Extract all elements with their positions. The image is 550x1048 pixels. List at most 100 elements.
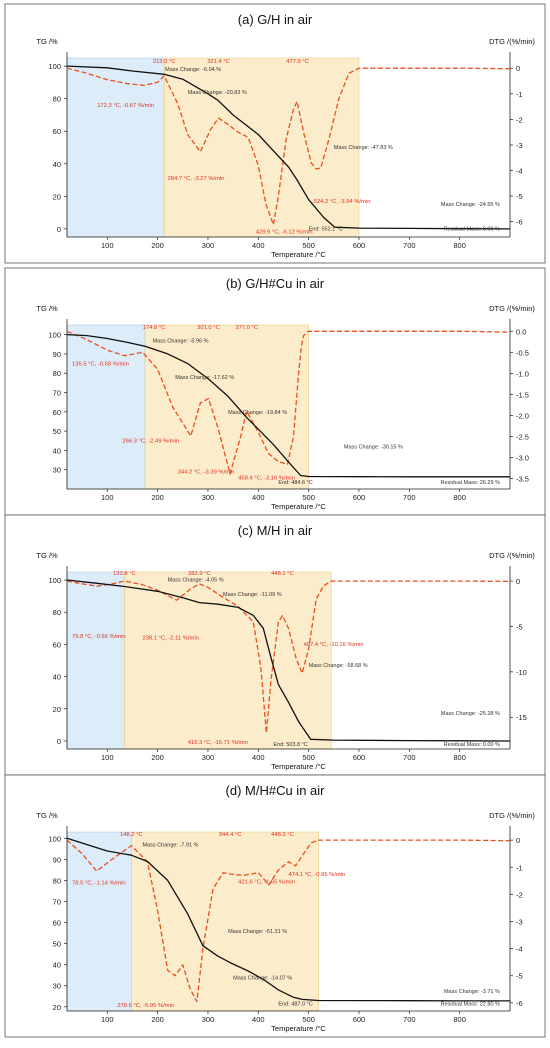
y2-tick-label: -4	[516, 945, 523, 954]
mass-change-annotation: End: 487.0 °C	[278, 1002, 312, 1008]
peak-annotation: 344.2 °C, -3.39 %/min	[178, 470, 235, 476]
y2-tick-label: -2	[516, 890, 523, 899]
peak-annotation: 301.0 °C	[197, 325, 220, 331]
x-tick-label: 500	[302, 493, 315, 502]
x-tick-label: 300	[202, 753, 215, 762]
x-tick-label: 500	[302, 1015, 315, 1024]
y2-tick-label: 0.0	[516, 327, 526, 336]
peak-annotation: 282.9 °C	[188, 571, 211, 577]
y2-tick-label: -6	[516, 999, 523, 1008]
x-axis-label: Temperature /°C	[271, 762, 326, 771]
y-axis-label: TG /%	[36, 304, 58, 313]
x-tick-label: 300	[202, 1015, 215, 1024]
y2-tick-label: -5	[516, 622, 523, 631]
y-axis-label: TG /%	[36, 811, 58, 820]
peak-annotation: 266.3 °C, -2.49 %/min	[122, 439, 179, 445]
y2-tick-label: -1.0	[516, 369, 529, 378]
y-tick-label: 90	[53, 855, 61, 864]
y-tick-label: 80	[53, 369, 61, 378]
peak-annotation: 79.8 °C, -0.56 %/min	[72, 634, 126, 640]
y2-axis-label: DTG /(%/min)	[489, 551, 535, 560]
y2-tick-label: -6	[516, 218, 523, 227]
y2-tick-label: -10	[516, 668, 527, 677]
y-tick-label: 100	[48, 834, 61, 843]
drying-region	[66, 571, 125, 750]
mass-change-annotation: Mass Change: -47.83 %	[334, 145, 393, 151]
x-tick-label: 800	[453, 241, 466, 250]
y-tick-label: 50	[53, 427, 61, 436]
x-axis-label: Temperature /°C	[271, 1024, 326, 1033]
y-axis-label: TG /%	[36, 551, 58, 560]
x-tick-label: 600	[353, 493, 366, 502]
decomposition-region	[144, 324, 309, 490]
mass-change-annotation: Mass Change: -11.09 %	[223, 592, 282, 598]
mass-change-annotation: Mass Change: -6.04 %	[165, 67, 221, 73]
y-tick-label: 60	[53, 408, 61, 417]
y-tick-label: 70	[53, 389, 61, 398]
y2-tick-label: -2.5	[516, 432, 529, 441]
mass-change-annotation: Mass Change: -17.62 %	[175, 375, 234, 381]
y2-tick-label: -4	[516, 167, 523, 176]
y2-tick-label: -1.5	[516, 390, 529, 399]
peak-annotation: 238.1 °C, -2.11 %/min	[143, 636, 199, 642]
x-tick-label: 700	[403, 241, 416, 250]
tg-series-line	[66, 837, 510, 1002]
decomposition-region	[124, 571, 332, 750]
peak-annotation: 448.3 °C	[271, 832, 294, 838]
mass-change-annotation: Mass Change: -14.07 %	[233, 975, 292, 981]
peak-annotation: 429.9 °C, -6.12 %/min	[256, 230, 313, 236]
y2-tick-label: -5	[516, 972, 523, 981]
peak-annotation: 174.8 °C	[143, 325, 166, 331]
y2-tick-label: -3	[516, 141, 523, 150]
mass-change-annotation: End: 484.6 °C	[278, 480, 312, 486]
dtg-series-line	[66, 580, 511, 734]
y-tick-label: 80	[53, 608, 61, 617]
peak-annotation: 416.3 °C, -16.71 %/min	[188, 740, 248, 746]
mass-change-annotation: Mass Change: -58.68 %	[309, 663, 368, 669]
panel-2: (c) M/H in air TG /% DTG /(%/min) Temperatu…	[4, 514, 546, 776]
y2-axis-label: DTG /(%/min)	[489, 37, 535, 46]
y-tick-label: 40	[53, 160, 61, 169]
chart-title: (d) M/H#Cu in air	[226, 783, 326, 798]
y2-tick-label: -5	[516, 192, 523, 201]
mass-change-annotation: Mass Change: -5.96 %	[153, 338, 209, 344]
y2-tick-label: -1	[516, 863, 523, 872]
y-tick-label: 0	[57, 737, 61, 746]
tg-series-line	[66, 579, 511, 742]
x-tick-label: 500	[302, 753, 315, 762]
peak-annotation: 487.4 °C, -10.16 %/min	[304, 642, 364, 648]
mass-change-annotation: Residual Mass: 0.00 %	[444, 226, 500, 232]
x-tick-label: 200	[151, 493, 164, 502]
y-axis-label: TG /%	[36, 37, 58, 46]
y2-tick-label: 0	[516, 577, 520, 586]
mass-change-annotation: Mass Change: -25.28 %	[441, 711, 500, 717]
peak-annotation: 278.6 °C, -5.95 %/min	[117, 1003, 174, 1009]
chart-title: (a) G/H in air	[238, 12, 313, 27]
mass-change-annotation: Mass Change: -24.55 %	[441, 202, 500, 208]
x-tick-label: 400	[252, 1015, 265, 1024]
peak-annotation: 78.5 °C, -1.14 %/min	[72, 881, 126, 887]
y2-tick-label: -1	[516, 90, 523, 99]
peak-annotation: 133.8 °C	[113, 571, 136, 577]
y-tick-label: 20	[53, 705, 61, 714]
peak-annotation: 524.2 °C, -3.94 %/min	[314, 199, 371, 205]
y-tick-label: 80	[53, 95, 61, 104]
y2-tick-label: -0.5	[516, 348, 529, 357]
x-tick-label: 200	[151, 753, 164, 762]
mass-change-annotation: Mass Change: -51.31 %	[228, 929, 287, 935]
y-tick-label: 60	[53, 127, 61, 136]
mass-change-annotation: Mass Change: -19.84 %	[228, 410, 287, 416]
x-tick-label: 100	[101, 241, 114, 250]
dtg-series-line	[66, 67, 511, 226]
x-tick-label: 400	[252, 753, 265, 762]
peak-annotation: 448.1 °C	[271, 571, 294, 577]
peak-annotation: 172.3 °C, -0.67 %/min	[97, 103, 154, 109]
peak-annotation: 474.1 °C, -0.95 %/min	[289, 872, 346, 878]
y-tick-label: 60	[53, 640, 61, 649]
tg-series-line	[66, 65, 511, 230]
y-tick-label: 60	[53, 919, 61, 928]
x-tick-label: 800	[453, 493, 466, 502]
x-tick-label: 300	[202, 493, 215, 502]
y-tick-label: 100	[48, 331, 61, 340]
dtg-series-line	[66, 839, 511, 1003]
